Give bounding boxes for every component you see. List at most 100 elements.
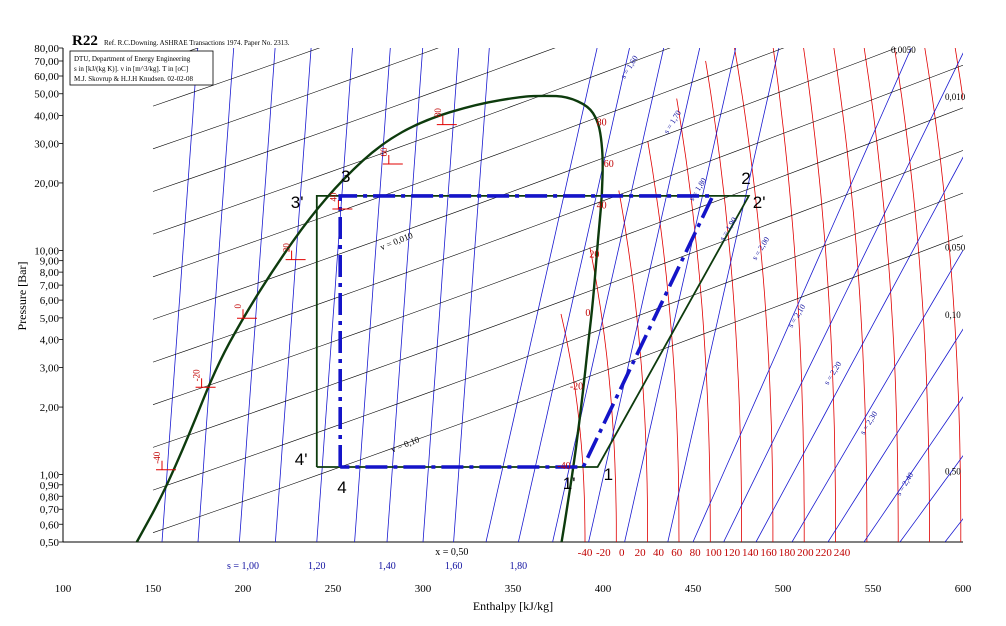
state-point-label: 4	[337, 478, 346, 497]
y-tick-label: 80,00	[34, 43, 59, 55]
x-tick-label: 150	[145, 583, 162, 595]
volume-label: 0,010	[945, 92, 966, 102]
bottom-temp-label: 0	[619, 547, 625, 559]
isochore-line	[152, 48, 785, 278]
cycle-dashed-path	[338, 194, 716, 469]
state-point-label: 4'	[295, 450, 308, 469]
volume-label: 0,050	[945, 242, 966, 252]
cycle-solid-path	[315, 195, 751, 468]
x-tick-label: 600	[955, 583, 972, 595]
isentrope-line	[275, 48, 312, 542]
isentrope-line	[197, 48, 235, 542]
x-tick-label: 450	[685, 583, 702, 595]
isochore-line	[152, 64, 963, 363]
volume-label: 0,50	[945, 467, 961, 477]
isochore-line	[152, 48, 321, 107]
sat-temp-label: 0	[233, 304, 243, 309]
y-tick-label: 0,80	[40, 491, 60, 503]
isentrope-line	[692, 48, 912, 542]
isotherm-line	[986, 48, 1006, 542]
y-tick-label: 1,00	[40, 470, 60, 482]
isotherm-line	[803, 48, 836, 542]
isotherm-line	[734, 48, 774, 542]
info-line-2: s in [kJ/(kg K)]. v in [m^3/kg]. T in [o…	[74, 65, 188, 73]
quality-label: x = 0,50	[435, 547, 468, 558]
isochore-line	[152, 48, 556, 192]
y-tick-label: 60,00	[34, 71, 59, 83]
isochore-line	[152, 48, 898, 320]
dome-curve	[135, 94, 604, 542]
x-tick-label: 400	[595, 583, 612, 595]
isotherm-line	[589, 247, 617, 542]
bottom-temp-label: 220	[815, 547, 832, 559]
bottom-temp-label: 160	[760, 547, 777, 559]
vapor-temp-label: 60	[604, 159, 614, 170]
isotherm-line	[772, 48, 805, 542]
state-point-label: 3'	[291, 193, 304, 212]
isochore-line	[152, 107, 963, 405]
sat-temp-label: 20	[282, 243, 292, 253]
state-point-label: 2	[741, 169, 750, 188]
isochore-line	[152, 48, 199, 64]
y-tick-label: 50,00	[34, 89, 59, 101]
isentrope-line	[899, 455, 963, 542]
sat-temp-label: -40	[152, 451, 162, 463]
y-axis-label: Pressure [Bar]	[15, 262, 29, 331]
y-tick-label: 9,00	[40, 256, 60, 268]
state-point-label: 1'	[563, 474, 576, 493]
isentrope-label: s = 2,30	[858, 410, 879, 437]
x-tick-label: 350	[505, 583, 522, 595]
y-tick-label: 5,00	[40, 313, 60, 325]
y-tick-label: 0,90	[40, 480, 60, 492]
y-tick-label: 40,00	[34, 110, 59, 122]
y-tick-label: 70,00	[34, 56, 59, 68]
state-point-label: 2'	[753, 193, 766, 212]
isentrope-line	[791, 249, 963, 542]
isentrope-label: s = 1,60	[619, 54, 640, 81]
isochore-line	[152, 235, 963, 533]
isentrope-line	[827, 328, 963, 542]
bottom-temp-label: 180	[779, 547, 796, 559]
x-axis-label: Enthalpy [kJ/kg]	[473, 599, 553, 613]
bottom-temp-label: 200	[797, 547, 814, 559]
x-tick-label: 300	[415, 583, 432, 595]
isentrope-label: s = 2,10	[786, 303, 807, 330]
vapor-temp-label: 40	[597, 200, 607, 211]
sat-temp-label: 80	[433, 108, 443, 118]
isotherm-line	[676, 98, 711, 542]
y-tick-label: 2,00	[40, 402, 60, 414]
vapor-temp-label: 20	[589, 249, 599, 260]
x-tick-label: 250	[325, 583, 342, 595]
isochore-line	[152, 192, 963, 491]
isentrope-line	[755, 156, 963, 542]
bottom-temp-label: 100	[705, 547, 722, 559]
state-point-label: 1	[604, 465, 613, 484]
isentrope-line	[453, 48, 490, 542]
isentrope-line	[316, 48, 353, 542]
bottom-temp-label: 240	[834, 547, 851, 559]
isotherm-line	[647, 141, 680, 542]
info-box: DTU, Department of Energy Engineering s …	[69, 50, 214, 86]
y-tick-label: 0,50	[40, 537, 60, 549]
sat-temp-label: 40	[328, 192, 338, 202]
y-tick-label: 30,00	[34, 138, 59, 150]
isotherm-line	[894, 48, 930, 542]
axes-frame: 0,50 0,60 0,700,800,901,00 2,00 3,00 4,00 5,00…	[34, 43, 972, 595]
isentrope-line	[588, 48, 701, 542]
isentrope-line	[485, 48, 598, 542]
saturation-dome	[135, 94, 604, 542]
isotherm-line	[705, 60, 742, 542]
y-tick-label: 6,00	[40, 295, 60, 307]
isentrope-line	[624, 48, 737, 542]
isentrope-line	[863, 396, 963, 542]
y-tick-label: 10,00	[34, 245, 59, 257]
bottom-temp-label: -40	[578, 547, 593, 559]
bottom-temp-label: 60	[671, 547, 683, 559]
isentrope-label: s = 2,40	[894, 471, 915, 498]
isentrope-line	[723, 52, 963, 542]
entropy-scale-label: 1,80	[510, 561, 528, 572]
isochore-line	[152, 48, 439, 150]
isochore-line	[152, 150, 963, 448]
info-line-1: DTU, Department of Energy Engineering	[74, 55, 191, 63]
